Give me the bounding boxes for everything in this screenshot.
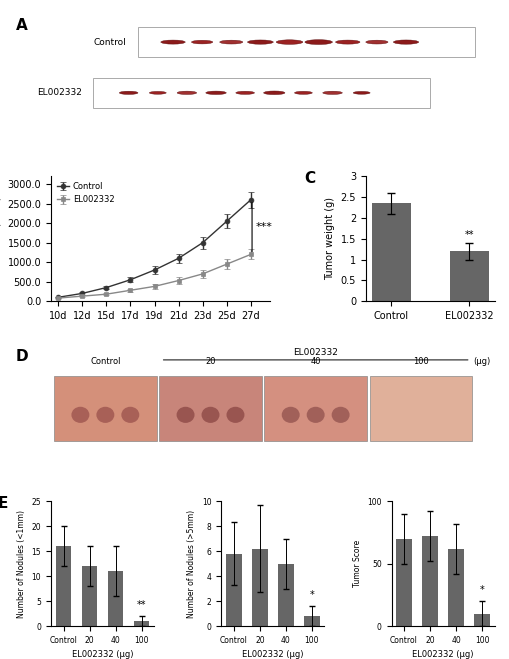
Text: *: * xyxy=(479,585,484,595)
X-axis label: EL002332 (μg): EL002332 (μg) xyxy=(412,650,473,659)
Ellipse shape xyxy=(191,40,212,44)
Ellipse shape xyxy=(304,40,332,45)
Bar xyxy=(473,614,489,626)
Ellipse shape xyxy=(201,407,219,423)
Bar xyxy=(421,536,437,626)
Text: **: ** xyxy=(136,600,146,610)
Ellipse shape xyxy=(331,407,349,423)
Text: E: E xyxy=(0,496,8,511)
FancyBboxPatch shape xyxy=(54,376,156,441)
Text: Control: Control xyxy=(90,357,120,366)
Y-axis label: Tumor size (mm³): Tumor size (mm³) xyxy=(0,196,2,281)
Ellipse shape xyxy=(322,91,342,94)
X-axis label: EL002332 (μg): EL002332 (μg) xyxy=(242,650,303,659)
Bar xyxy=(449,251,488,301)
Ellipse shape xyxy=(263,91,285,95)
Ellipse shape xyxy=(149,92,166,94)
FancyBboxPatch shape xyxy=(93,78,430,107)
Ellipse shape xyxy=(235,91,254,94)
Ellipse shape xyxy=(96,407,114,423)
Text: ***: *** xyxy=(255,222,272,232)
Ellipse shape xyxy=(365,40,387,44)
Ellipse shape xyxy=(160,40,185,44)
Text: *: * xyxy=(309,590,314,600)
Bar xyxy=(303,616,319,626)
Text: D: D xyxy=(15,349,28,364)
Ellipse shape xyxy=(306,407,324,423)
Ellipse shape xyxy=(335,40,359,44)
FancyBboxPatch shape xyxy=(159,376,261,441)
Bar xyxy=(277,563,293,626)
Ellipse shape xyxy=(206,91,226,94)
Text: EL002332: EL002332 xyxy=(293,347,337,357)
Legend: Control, EL002332: Control, EL002332 xyxy=(55,181,116,206)
Text: A: A xyxy=(15,18,27,33)
Text: 100: 100 xyxy=(412,357,428,366)
Ellipse shape xyxy=(226,407,244,423)
Ellipse shape xyxy=(121,407,139,423)
Bar xyxy=(251,549,267,626)
Text: 20: 20 xyxy=(205,357,215,366)
Bar xyxy=(395,538,411,626)
Ellipse shape xyxy=(177,91,196,94)
Ellipse shape xyxy=(294,92,312,94)
Ellipse shape xyxy=(392,40,418,44)
Y-axis label: Tumor Score: Tumor Score xyxy=(352,540,361,587)
Ellipse shape xyxy=(71,407,89,423)
Text: **: ** xyxy=(464,229,473,240)
X-axis label: EL002332 (μg): EL002332 (μg) xyxy=(72,650,133,659)
FancyBboxPatch shape xyxy=(264,376,366,441)
FancyBboxPatch shape xyxy=(369,376,471,441)
Y-axis label: Number of Nodules (>5mm): Number of Nodules (>5mm) xyxy=(187,509,196,617)
Text: C: C xyxy=(303,171,315,186)
Text: (μg): (μg) xyxy=(472,357,489,366)
Y-axis label: Number of Nodules (<1mm): Number of Nodules (<1mm) xyxy=(17,509,26,617)
Ellipse shape xyxy=(119,91,138,94)
Bar xyxy=(371,204,410,301)
Bar xyxy=(107,571,123,626)
FancyBboxPatch shape xyxy=(137,28,474,57)
Ellipse shape xyxy=(353,92,370,94)
Bar xyxy=(225,554,241,626)
Bar xyxy=(55,546,71,626)
Ellipse shape xyxy=(219,40,242,44)
Ellipse shape xyxy=(281,407,299,423)
Text: 40: 40 xyxy=(310,357,320,366)
Text: Control: Control xyxy=(94,38,126,47)
Ellipse shape xyxy=(247,40,273,44)
Bar xyxy=(81,566,97,626)
Bar xyxy=(133,621,149,626)
Text: EL002332: EL002332 xyxy=(37,88,82,98)
Y-axis label: Tumor weight (g): Tumor weight (g) xyxy=(324,197,334,280)
Bar xyxy=(447,549,463,626)
Ellipse shape xyxy=(176,407,194,423)
Ellipse shape xyxy=(276,40,302,44)
